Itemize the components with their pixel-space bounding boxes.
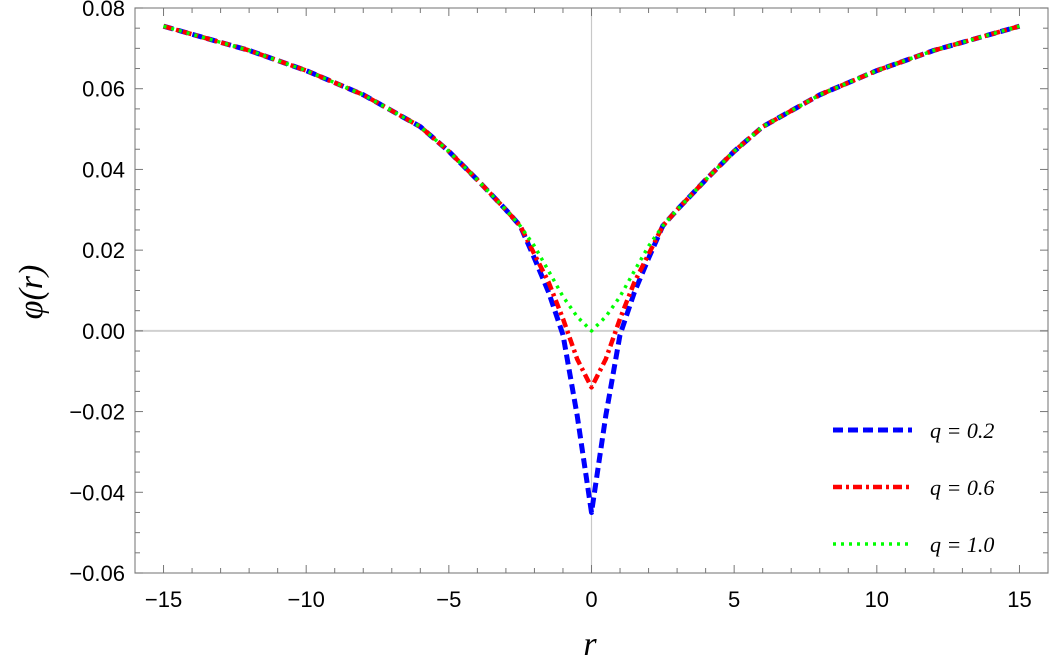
x-tick-label: −10 [288,587,325,612]
y-tick-label: 0.02 [82,238,125,263]
series-line-q10 [163,24,1020,333]
y-tick-label: −0.04 [69,480,125,505]
x-tick-label: 0 [585,587,597,612]
legend-label: q = 1.0 [930,532,994,557]
y-tick-label: 0.08 [82,0,125,21]
series-line-q06 [162,24,1021,390]
axes: −15 −10 −5 0 5 10 15 −0.06 −0.04 −0.02 0.00 0.02 0.0… [69,0,1049,612]
y-tick-label: −0.06 [69,561,125,586]
legend-label: q = 0.6 [930,475,994,500]
x-axis-title: r [583,626,597,663]
legend: q = 0.2 q = 0.6 q = 1.0 [833,418,994,557]
x-tick-label: 10 [865,587,889,612]
y-tick-label: 0.04 [82,157,125,182]
x-tick-label: −5 [436,587,461,612]
y-tick-label: 0.00 [82,319,125,344]
x-tick-label: 15 [1007,587,1031,612]
x-tick-label: 5 [728,587,740,612]
legend-label: q = 0.2 [930,418,994,443]
series-lines [162,23,1021,515]
y-tick-label: −0.02 [69,400,125,425]
x-tick-label: −15 [145,587,182,612]
y-axis-title: φ(r) [13,265,50,320]
y-tick-label: 0.06 [82,77,125,102]
